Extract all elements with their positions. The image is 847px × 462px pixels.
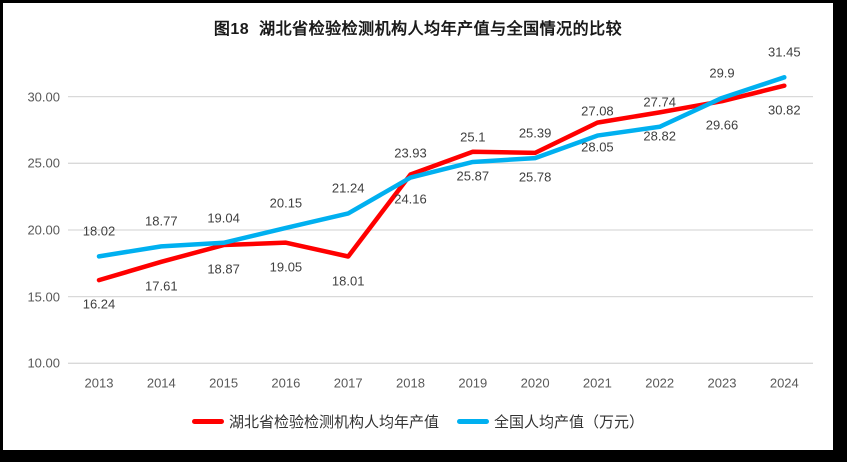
legend-line-swatch-national — [457, 419, 489, 424]
y-axis-tick-label: 30.00 — [27, 89, 60, 105]
chart-title: 图18 湖北省检验检测机构人均年产值与全国情况的比较 — [213, 21, 623, 38]
x-axis-year-label: 2020 — [520, 375, 550, 391]
data-label-national: 29.9 — [709, 65, 735, 81]
data-label-hubei: 25.78 — [518, 169, 552, 185]
legend-label-hubei: 湖北省检验检测机构人均年产值 — [228, 414, 439, 431]
x-axis-year-label: 2017 — [333, 375, 363, 391]
data-label-hubei: 25.87 — [456, 168, 490, 184]
legend: 湖北省检验检测机构人均年产值 全国人均产值（万元） — [3, 411, 833, 432]
series-line-hubei — [96, 83, 787, 283]
x-axis-year-label: 2022 — [645, 375, 675, 391]
x-axis-year-label: 2013 — [84, 375, 114, 391]
y-axis-tick-label: 25.00 — [27, 155, 60, 171]
data-label-hubei: 19.05 — [269, 259, 303, 275]
series-lines — [96, 75, 787, 283]
plot-area — [68, 75, 813, 364]
data-label-hubei: 28.05 — [581, 139, 614, 155]
y-axis-tick-label: 15.00 — [27, 289, 60, 305]
gridlines — [68, 95, 813, 364]
x-axis-year-label: 2015 — [209, 375, 239, 391]
data-label-hubei: 18.01 — [331, 273, 365, 288]
data-label-hubei: 18.87 — [207, 261, 240, 277]
x-axis-year-label: 2023 — [707, 375, 737, 391]
legend-label-national: 全国人均产值（万元） — [494, 414, 645, 431]
x-axis-year-label: 2018 — [396, 375, 425, 391]
data-label-national: 18.02 — [82, 223, 116, 239]
data-label-national: 23.93 — [394, 145, 427, 161]
data-label-national: 21.24 — [331, 180, 365, 196]
legend-item-national: 全国人均产值（万元） — [457, 411, 644, 432]
data-label-hubei: 16.24 — [82, 296, 116, 312]
y-axis-tick-label: 10.00 — [27, 355, 60, 371]
data-label-hubei: 24.16 — [394, 191, 427, 206]
data-label-national: 18.77 — [145, 213, 178, 229]
series-line-national — [96, 75, 787, 259]
legend-line-swatch-hubei — [191, 419, 224, 424]
data-label-national: 19.04 — [207, 210, 240, 226]
data-label-national: 31.45 — [768, 44, 801, 60]
legend-item-hubei: 湖北省检验检测机构人均年产值 — [191, 411, 439, 432]
x-axis-year-label: 2016 — [271, 375, 301, 391]
x-axis-year-label: 2021 — [582, 375, 612, 391]
x-axis-year-label: 2019 — [458, 375, 488, 391]
data-label-hubei: 29.66 — [705, 117, 739, 133]
data-label-hubei: 17.61 — [145, 278, 178, 294]
data-label-national: 20.15 — [269, 195, 303, 211]
x-axis-year-label: 2014 — [146, 375, 176, 391]
data-label-national: 27.08 — [581, 103, 614, 119]
data-label-national: 27.74 — [643, 94, 676, 110]
data-label-hubei: 30.82 — [768, 102, 801, 118]
x-axis-year-label: 2024 — [769, 375, 799, 391]
data-label-national: 25.39 — [518, 125, 552, 141]
data-label-hubei: 28.82 — [643, 128, 676, 144]
data-label-national: 25.1 — [460, 129, 486, 145]
y-axis-tick-label: 20.00 — [27, 222, 60, 238]
